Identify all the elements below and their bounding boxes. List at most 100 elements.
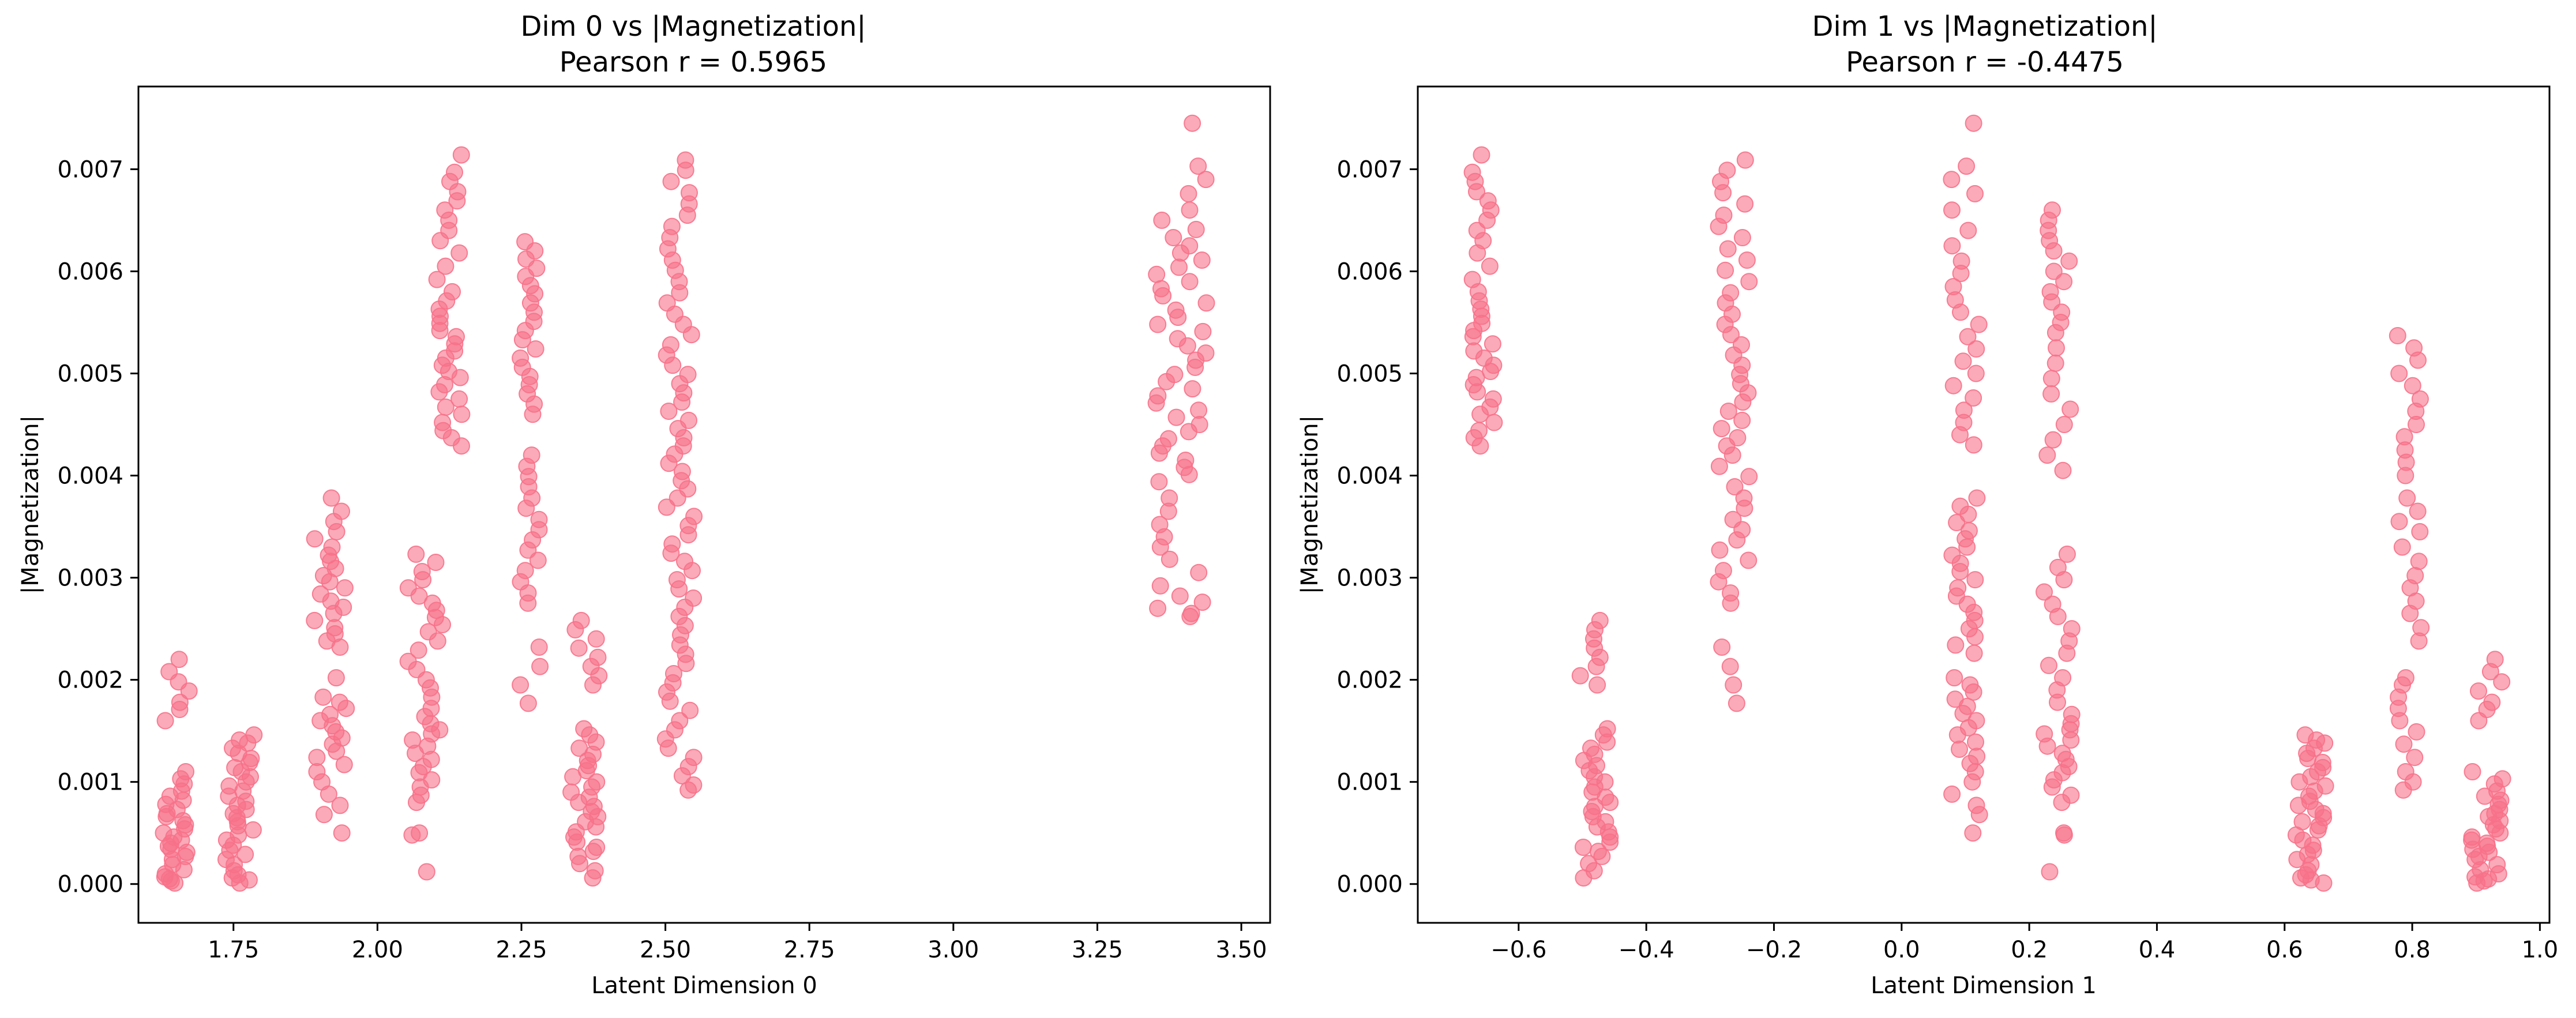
- scatter-point: [1184, 380, 1201, 398]
- scatter-point: [434, 616, 451, 633]
- scatter-point: [1966, 571, 1984, 589]
- scatter-point: [679, 526, 697, 544]
- x-tick-label: 0.6: [2266, 937, 2303, 963]
- scatter-point: [1721, 658, 1739, 675]
- scatter-point: [1944, 377, 1962, 395]
- scatter-point: [524, 405, 542, 423]
- scatter-point: [1471, 405, 1489, 423]
- y-axis-label: |Magnetization|: [17, 415, 44, 594]
- scatter-point: [671, 284, 689, 302]
- scatter-point: [1710, 217, 1728, 235]
- scatter-point: [1159, 502, 1177, 520]
- x-tick-label: 0.4: [2139, 937, 2176, 963]
- scatter-point: [2410, 553, 2428, 570]
- scatter-point: [2397, 467, 2414, 484]
- scatter-point: [1197, 294, 1215, 312]
- scatter-point: [1958, 157, 1976, 175]
- scatter-point: [2038, 446, 2056, 464]
- scatter-point: [1946, 669, 1963, 687]
- scatter-point: [2404, 377, 2421, 395]
- scatter-point: [584, 843, 602, 861]
- scatter-point: [1965, 683, 1982, 701]
- scatter-point: [2464, 763, 2481, 780]
- scatter-point: [679, 781, 697, 799]
- scatter-point: [1187, 220, 1205, 238]
- y-tick-label: 0.005: [57, 360, 123, 387]
- scatter-point: [428, 271, 446, 288]
- scatter-point: [1149, 315, 1167, 333]
- scatter-point: [2389, 327, 2406, 344]
- scatter-point: [320, 785, 337, 803]
- y-axis-ticks: 0.000 0.001 0.002 0.003 0.004 0.005 0.006 0.007: [57, 156, 138, 898]
- scatter-point: [1186, 358, 1204, 376]
- y-axis-label: |Magnetization|: [1297, 415, 1323, 594]
- scatter-point: [336, 579, 354, 597]
- scatter-point: [1736, 195, 1754, 213]
- scatter-point: [1574, 839, 1592, 856]
- scatter-point: [1170, 258, 1188, 276]
- scatter-point: [2390, 365, 2408, 382]
- scatter-point: [1598, 733, 1616, 751]
- subplot-title: Dim 1 vs |Magnetization|: [1812, 10, 2157, 43]
- scatter-point: [660, 403, 678, 420]
- y-tick-label: 0.003: [1336, 565, 1403, 592]
- scatter-point: [427, 554, 445, 571]
- scatter-point: [587, 630, 605, 648]
- scatter-point: [512, 676, 530, 694]
- scatter-point: [2409, 502, 2427, 520]
- scatter-point: [2309, 821, 2327, 839]
- scatter-point: [2394, 781, 2412, 799]
- scatter-point: [1593, 847, 1611, 865]
- subplot-title: Dim 0 vs |Magnetization|: [520, 10, 866, 43]
- scatter-point: [1473, 146, 1490, 164]
- scatter-point: [2411, 523, 2429, 540]
- scatter-point: [660, 454, 678, 472]
- scatter-point: [1150, 444, 1168, 462]
- scatter-point: [1150, 473, 1168, 491]
- scatter-point: [677, 161, 694, 179]
- scatter-point: [1965, 389, 1982, 407]
- x-tick-label: 1.0: [2522, 937, 2559, 963]
- scatter-point: [437, 398, 455, 416]
- scatter-point: [328, 742, 346, 760]
- y-tick-label: 0.006: [57, 258, 123, 285]
- scatter-point: [2409, 351, 2427, 369]
- x-tick-label: 2.50: [640, 937, 691, 963]
- scatter-point: [407, 545, 425, 563]
- x-tick-label: 2.25: [495, 937, 547, 963]
- scatter-point: [2049, 607, 2067, 625]
- scatter-point: [1719, 240, 1737, 258]
- scatter-point: [1589, 676, 1606, 694]
- scatter-point: [418, 863, 435, 881]
- y-tick-label: 0.006: [1336, 258, 1403, 285]
- scatter-point: [450, 244, 468, 262]
- scatter-point: [337, 700, 355, 718]
- scatter-point: [437, 257, 455, 275]
- scatter-point: [1481, 257, 1499, 275]
- scatter-point: [1726, 478, 1744, 495]
- scatter-point: [1963, 773, 1981, 791]
- scatter-point: [410, 587, 428, 605]
- scatter-point: [1713, 638, 1731, 656]
- scatter-point: [157, 807, 175, 825]
- scatter-point: [519, 694, 537, 712]
- scatter-point: [1181, 607, 1199, 625]
- scatter-point: [2055, 826, 2073, 844]
- scatter-point: [571, 855, 588, 873]
- scatter-point: [1728, 694, 1745, 712]
- scatter-point: [431, 322, 449, 340]
- scatter-point: [681, 701, 699, 719]
- scatter-point: [670, 580, 688, 598]
- scatter-point: [1147, 394, 1165, 412]
- scatter-point: [2289, 797, 2307, 814]
- scatter-point: [2493, 673, 2511, 691]
- y-tick-label: 0.002: [57, 667, 123, 694]
- y-axis-ticks: 0.000 0.001 0.002 0.003 0.004 0.005 0.006 0.007: [1336, 156, 1418, 898]
- scatter-point: [1471, 437, 1489, 455]
- scatter-point: [171, 701, 189, 718]
- scatter-point: [2048, 339, 2065, 357]
- scatter-point: [1190, 564, 1208, 581]
- scatter-point: [1180, 465, 1198, 483]
